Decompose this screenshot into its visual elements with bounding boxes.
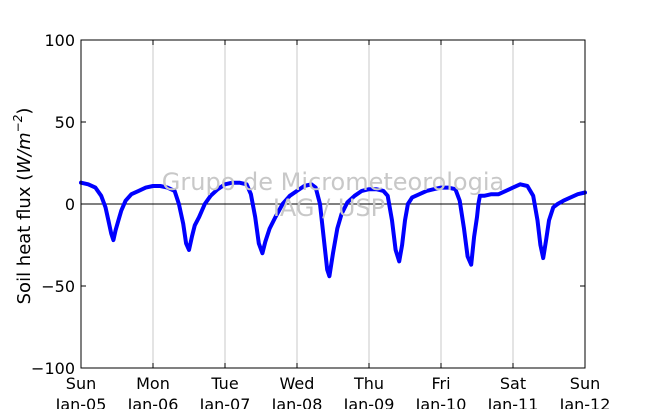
x-tick-day-5: Fri [431, 374, 450, 393]
series-line-0 [79, 180, 587, 279]
watermark-line-1: Grupo de Micrometeorologia [162, 168, 504, 196]
x-tick-day-1: Mon [136, 374, 170, 393]
series-group [79, 180, 587, 279]
x-tick-date-4: Jan-09 [343, 395, 395, 409]
x-tick-day-4: Thu [353, 374, 384, 393]
x-tick-date-2: Jan-07 [199, 395, 251, 409]
x-tick-day-0: Sun [66, 374, 96, 393]
x-tick-date-6: Jan-11 [487, 395, 539, 409]
y-tick-label-1: 50 [55, 113, 75, 132]
y-axis-label: Soil heat flux (W/m−2) [11, 108, 35, 305]
y-axis-ticks: 100 50 0 −50 −100 [31, 31, 585, 378]
y-tick-label-0: 100 [44, 31, 75, 50]
y-axis-label-unit: W/m [14, 132, 35, 173]
x-tick-day-6: Sat [500, 374, 526, 393]
y-axis-label-close: ) [14, 108, 35, 115]
y-tick-label-2: 0 [65, 195, 75, 214]
x-tick-date-0: Jan-05 [55, 395, 107, 409]
x-tick-day-2: Tue [210, 374, 238, 393]
y-axis-label-exponent: −2 [11, 115, 25, 133]
x-tick-day-7: Sun [570, 374, 600, 393]
x-tick-date-1: Jan-06 [127, 395, 179, 409]
x-tick-date-7: Jan-12 [559, 395, 611, 409]
y-tick-label-3: −50 [41, 277, 75, 296]
x-tick-date-5: Jan-10 [415, 395, 467, 409]
watermark-line-2: IAG / USP [273, 194, 385, 222]
x-tick-date-3: Jan-08 [271, 395, 323, 409]
x-tick-day-3: Wed [280, 374, 315, 393]
y-tick-label-4: −100 [31, 359, 75, 378]
x-axis-ticks: Sun Jan-05 Mon Jan-06 Tue Jan-07 Wed Jan-08 Thu J… [55, 40, 611, 409]
y-axis-label-text: Soil heat flux ( [14, 174, 35, 305]
